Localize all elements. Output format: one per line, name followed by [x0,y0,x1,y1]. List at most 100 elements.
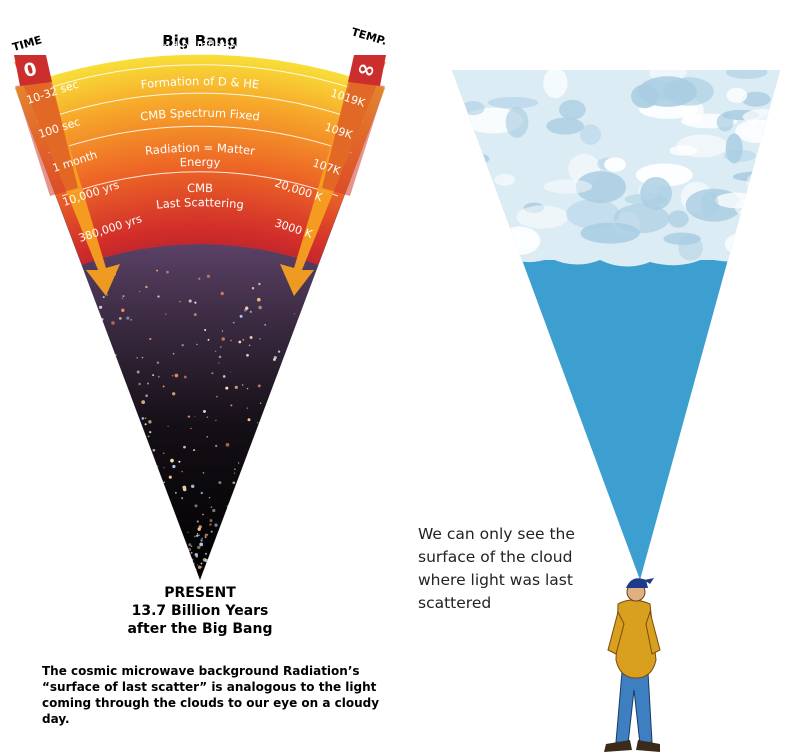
epoch-bands [15,54,385,266]
galaxy-dot [234,385,238,389]
galaxy-dot [187,547,191,552]
galaxy-dot [206,436,208,438]
galaxy-dot [170,458,174,463]
cloud-puff [505,107,529,138]
galaxy-dot [147,382,150,385]
galaxy-dot [226,505,228,507]
cloud-puff [725,133,743,164]
galaxy-dot [147,435,150,438]
cloud-puff [462,101,485,116]
galaxy-dot [166,270,169,274]
galaxy-dot [202,472,205,474]
galaxy-dot [230,371,232,373]
galaxy-dot [202,513,204,516]
galaxy-dot [195,569,197,571]
galaxy-dot [211,372,214,375]
cloud-puff [491,229,539,251]
galaxy-dot [200,539,203,542]
galaxy-dot [233,472,236,474]
galaxy-dot [196,534,199,537]
galaxy-dot [209,523,212,526]
galaxy-dot [220,291,224,296]
galaxy-dot [152,448,156,452]
sky-wedge [452,70,780,580]
galaxy-dot [106,294,109,296]
cloud-puff [640,176,672,210]
cloud-puff [543,70,568,99]
galaxy-dot [181,497,184,500]
galaxy-dot [114,353,117,357]
band-label-inflation: End of Inflation [155,38,244,54]
galaxy-dot [241,384,244,386]
galaxy-dot [204,552,208,555]
galaxy-field [98,269,296,571]
galaxy-dot [198,534,200,537]
galaxy-dot [188,299,192,303]
galaxy-dot [183,445,186,449]
cloud-puff [741,122,780,142]
galaxy-dot [118,317,122,320]
temp-arrow [280,55,386,296]
galaxy-dot [197,565,202,569]
galaxy-dot [218,362,220,364]
cloud-puff [566,199,620,229]
galaxy-dot [237,462,240,464]
galaxy-dot [111,321,115,325]
galaxy-dot [194,535,196,538]
galaxy-dot [188,543,192,547]
temp-header: TEMP. [350,25,388,47]
galaxy-dot [212,508,216,513]
band-label-cmb-1: CMB [187,181,213,195]
galaxy-dot [222,375,226,378]
galaxy-dot [194,504,198,508]
galaxy-dot [156,269,159,272]
cloud-puff [746,169,780,197]
galaxy-dot [220,346,222,348]
galaxy-dot [197,527,201,531]
galaxy-dot [218,481,222,485]
galaxy-dot [182,485,187,490]
galaxy-dot [100,318,104,321]
galaxy-dot [171,375,174,377]
galaxy-dot [264,323,267,326]
galaxy-dot [204,329,207,331]
galaxy-dot [277,350,281,353]
galaxy-dot [206,416,209,418]
cloud-puff [580,222,640,244]
galaxy-dot [181,470,183,473]
galaxy-dot [163,467,165,469]
galaxy-dot [258,282,261,286]
galaxy-dot [172,392,176,396]
band-label-equality-2: Energy [179,155,220,169]
galaxy-dot [187,415,191,418]
galaxy-dot [149,430,152,434]
galaxy-dot [207,338,210,341]
galaxy-dot [203,409,206,413]
galaxy-dot [157,295,160,298]
galaxy-dot [209,519,213,523]
galaxy-dot [122,295,125,298]
cloud-puff [452,101,467,113]
galaxy-dot [178,460,181,463]
galaxy-dot [196,343,198,345]
band-label-cmb-2: Last Scattering [155,195,244,211]
time-arrow [14,55,120,296]
galaxy-dot [194,415,196,417]
galaxy-dot [198,277,201,280]
galaxy-dot [232,321,235,324]
galaxy-dot [190,427,192,430]
galaxy-dot [194,553,199,557]
caption: The cosmic microwave background Radiatio… [42,664,380,726]
time-zero: 0 [21,59,39,83]
galaxy-dot [201,537,203,539]
galaxy-dot [204,536,207,539]
galaxy-dot [225,386,229,390]
cloud-puff [452,151,490,167]
galaxy-dot [187,531,189,533]
galaxy-dot [121,297,123,299]
galaxy-dot [239,314,243,318]
cloud-puff [516,205,569,229]
galaxy-dot [193,563,195,565]
galaxy-dot [148,420,152,424]
galaxy-dot [259,338,261,340]
